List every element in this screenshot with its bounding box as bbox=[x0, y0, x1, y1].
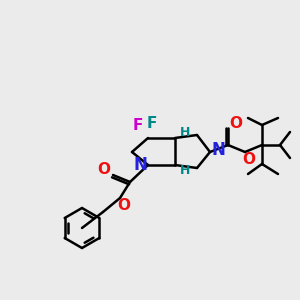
Text: H: H bbox=[180, 164, 190, 178]
Text: O: O bbox=[230, 116, 242, 130]
Text: N: N bbox=[211, 141, 225, 159]
Text: F: F bbox=[133, 118, 143, 134]
Text: O: O bbox=[118, 199, 130, 214]
Text: H: H bbox=[180, 125, 190, 139]
Text: N: N bbox=[133, 156, 147, 174]
Text: F: F bbox=[147, 116, 157, 131]
Text: O: O bbox=[242, 152, 256, 167]
Text: O: O bbox=[98, 163, 110, 178]
